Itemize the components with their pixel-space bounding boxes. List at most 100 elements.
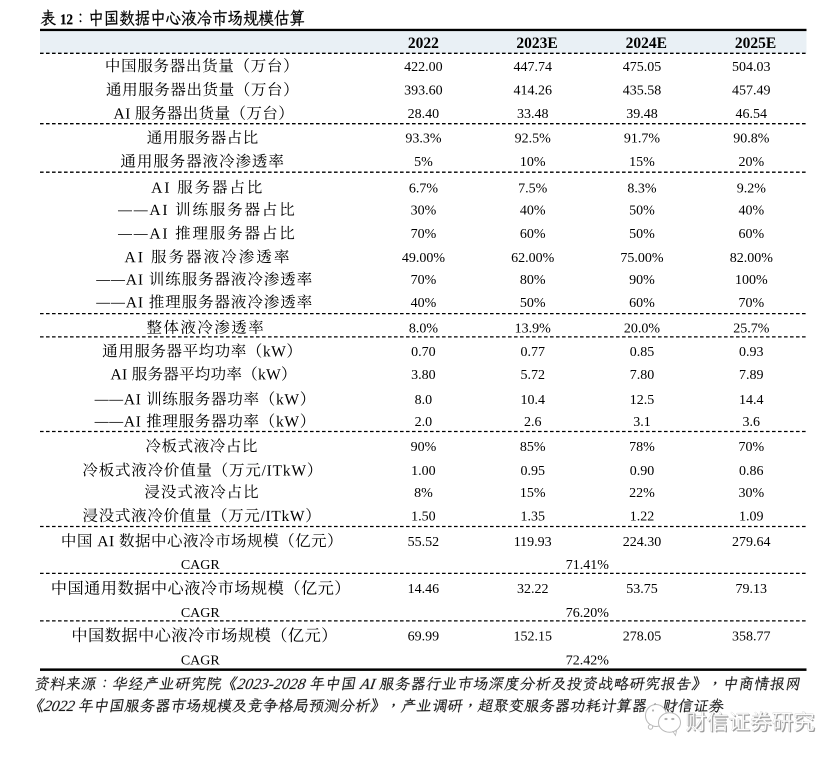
svg-text:69.99: 69.99 [408,629,440,644]
svg-text:90%: 90% [629,273,655,288]
svg-text:3.1: 3.1 [633,415,651,430]
svg-text:0.85: 0.85 [630,345,655,360]
svg-text:40%: 40% [411,296,437,311]
svg-text:8.0: 8.0 [415,393,433,408]
svg-text:70%: 70% [411,273,437,288]
svg-text:50%: 50% [629,204,655,219]
svg-text:13.9%: 13.9% [515,321,552,336]
svg-text:278.05: 278.05 [623,629,662,644]
svg-text:1.50: 1.50 [411,510,436,525]
svg-text:0.70: 0.70 [411,345,436,360]
svg-text:71.41%: 71.41% [566,558,610,573]
svg-text:39.48: 39.48 [626,107,658,122]
svg-text:90%: 90% [411,440,437,455]
svg-text:55.52: 55.52 [408,535,440,550]
svg-text:2.6: 2.6 [524,415,542,430]
svg-text:70%: 70% [738,296,764,311]
svg-text:1.35: 1.35 [520,510,545,525]
svg-text:504.03: 504.03 [732,60,771,75]
svg-text:8.3%: 8.3% [627,181,657,196]
svg-text:457.49: 457.49 [732,84,771,99]
svg-text:9.2%: 9.2% [737,181,767,196]
svg-text:10%: 10% [520,155,546,170]
svg-text:8.0%: 8.0% [409,321,439,336]
svg-text:358.77: 358.77 [732,629,771,644]
svg-text:7.5%: 7.5% [518,181,548,196]
svg-text:1.09: 1.09 [739,510,764,525]
svg-text:15%: 15% [520,486,546,501]
svg-text:80%: 80% [520,273,546,288]
svg-text:279.64: 279.64 [732,535,771,550]
svg-text:20.0%: 20.0% [624,321,661,336]
svg-text:393.60: 393.60 [404,84,443,99]
svg-text:CAGR: CAGR [181,558,221,573]
svg-text:CAGR: CAGR [181,606,221,621]
svg-text:5.72: 5.72 [520,368,545,383]
svg-text:30%: 30% [411,204,437,219]
svg-text:2024E: 2024E [626,35,667,52]
svg-text:6.7%: 6.7% [409,181,439,196]
svg-text:85%: 85% [520,440,546,455]
svg-text:14.4: 14.4 [739,393,764,408]
svg-text:CAGR: CAGR [181,653,221,668]
svg-text:70%: 70% [738,440,764,455]
svg-text:60%: 60% [629,296,655,311]
svg-text:224.30: 224.30 [623,535,662,550]
svg-text:10.4: 10.4 [520,393,545,408]
svg-text:5%: 5% [414,155,433,170]
svg-text:46.54: 46.54 [736,107,768,122]
svg-text:32.22: 32.22 [517,582,549,597]
svg-text:91.7%: 91.7% [624,132,661,147]
svg-text:20%: 20% [738,155,764,170]
svg-text:100%: 100% [735,273,768,288]
svg-text:414.26: 414.26 [513,84,552,99]
svg-text:33.48: 33.48 [517,107,549,122]
svg-text:2.0: 2.0 [415,415,433,430]
svg-text:2022: 2022 [408,35,439,52]
svg-text:40%: 40% [738,204,764,219]
svg-text:447.74: 447.74 [513,60,552,75]
svg-text:0.86: 0.86 [739,464,764,479]
svg-text:92.5%: 92.5% [515,132,552,147]
svg-text:60%: 60% [520,227,546,242]
svg-text:475.05: 475.05 [623,60,662,75]
svg-text:49.00%: 49.00% [402,251,446,266]
svg-text:82.00%: 82.00% [730,251,774,266]
svg-text:75.00%: 75.00% [620,251,664,266]
svg-text:1.22: 1.22 [630,510,655,525]
svg-text:30%: 30% [738,486,764,501]
svg-text:0.93: 0.93 [739,345,764,360]
svg-text:119.93: 119.93 [514,535,552,550]
svg-text:93.3%: 93.3% [405,132,442,147]
svg-text:28.40: 28.40 [408,107,440,122]
svg-text:8%: 8% [414,486,433,501]
svg-text:79.13: 79.13 [736,582,768,597]
svg-text:76.20%: 76.20% [566,606,610,621]
svg-text:435.58: 435.58 [623,84,662,99]
svg-text:1.00: 1.00 [411,464,436,479]
svg-text:2023E: 2023E [516,35,557,52]
svg-text:60%: 60% [738,227,764,242]
svg-text:90.8%: 90.8% [733,132,770,147]
svg-text:152.15: 152.15 [513,629,552,644]
svg-text:422.00: 422.00 [404,60,443,75]
svg-text:12.5: 12.5 [630,393,655,408]
svg-text:2025E: 2025E [735,35,776,52]
svg-text:40%: 40% [520,204,546,219]
svg-text:50%: 50% [629,227,655,242]
svg-text:0.77: 0.77 [520,345,545,360]
svg-text:78%: 78% [629,440,655,455]
svg-text:0.90: 0.90 [630,464,655,479]
svg-text:3.6: 3.6 [743,415,761,430]
svg-text:62.00%: 62.00% [511,251,555,266]
svg-text:50%: 50% [520,296,546,311]
svg-text:72.42%: 72.42% [566,653,610,668]
svg-text:3.80: 3.80 [411,368,436,383]
svg-text:7.80: 7.80 [630,368,655,383]
svg-text:14.46: 14.46 [408,582,440,597]
svg-text:53.75: 53.75 [626,582,658,597]
svg-text:15%: 15% [629,155,655,170]
svg-text:7.89: 7.89 [739,368,764,383]
svg-text:0.95: 0.95 [520,464,545,479]
svg-text:22%: 22% [629,486,655,501]
